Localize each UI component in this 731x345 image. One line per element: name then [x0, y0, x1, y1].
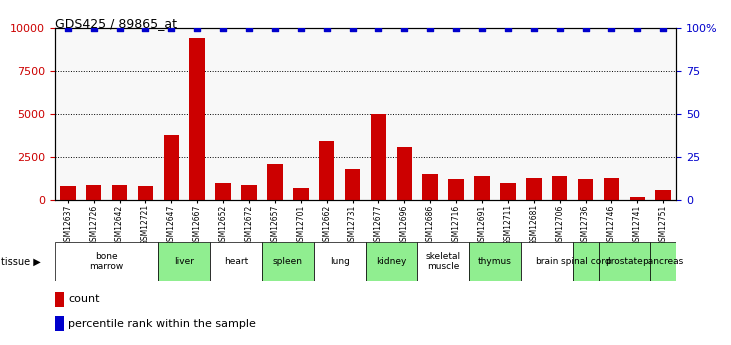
Text: prostate: prostate	[605, 257, 643, 266]
Bar	[314, 241, 366, 281]
Bar	[469, 241, 520, 281]
Bar	[604, 178, 619, 200]
Point	[88, 25, 99, 30]
Bar	[448, 179, 464, 200]
Bar	[267, 164, 283, 200]
Bar	[262, 241, 314, 281]
Text: skeletal
muscle: skeletal muscle	[425, 252, 461, 271]
Point	[657, 25, 669, 30]
Bar	[423, 174, 438, 200]
Bar	[345, 169, 360, 200]
Text: spinal cord: spinal cord	[561, 257, 610, 266]
Point	[140, 25, 151, 30]
Text: pancreas: pancreas	[643, 257, 684, 266]
Bar	[137, 186, 154, 200]
Bar	[211, 241, 262, 281]
Point	[450, 25, 462, 30]
Point	[632, 25, 643, 30]
Point	[346, 25, 358, 30]
Bar	[55, 241, 159, 281]
Text: spleen: spleen	[273, 257, 303, 266]
Point	[373, 25, 385, 30]
Bar	[112, 185, 127, 200]
Bar	[159, 241, 211, 281]
Point	[165, 25, 177, 30]
Point	[321, 25, 333, 30]
Text: bone
marrow: bone marrow	[89, 252, 124, 271]
Bar	[189, 38, 205, 200]
Point	[425, 25, 436, 30]
Bar	[599, 241, 651, 281]
Bar	[656, 190, 671, 200]
Text: percentile rank within the sample: percentile rank within the sample	[68, 319, 256, 328]
Text: brain: brain	[535, 257, 558, 266]
Bar	[164, 135, 179, 200]
Text: liver: liver	[174, 257, 194, 266]
Text: thymus: thymus	[478, 257, 512, 266]
Point	[243, 25, 255, 30]
Text: heart: heart	[224, 257, 249, 266]
Bar	[629, 197, 645, 200]
Bar	[319, 141, 334, 200]
Bar	[241, 185, 257, 200]
Text: lung: lung	[330, 257, 349, 266]
Bar	[366, 241, 417, 281]
Point	[398, 25, 410, 30]
Point	[605, 25, 617, 30]
Bar	[552, 176, 567, 200]
Text: GDS425 / 89865_at: GDS425 / 89865_at	[55, 17, 177, 30]
Point	[114, 25, 126, 30]
Point	[476, 25, 488, 30]
Point	[502, 25, 514, 30]
Point	[554, 25, 566, 30]
Bar	[474, 176, 490, 200]
Bar	[293, 188, 308, 200]
Point	[528, 25, 539, 30]
Bar	[577, 179, 594, 200]
Bar	[651, 241, 676, 281]
Bar	[86, 185, 102, 200]
Text: tissue ▶: tissue ▶	[1, 256, 40, 266]
Point	[295, 25, 306, 30]
Bar	[216, 183, 231, 200]
Text: kidney: kidney	[376, 257, 406, 266]
Bar	[60, 186, 75, 200]
Bar	[396, 147, 412, 200]
Bar	[500, 183, 515, 200]
Point	[580, 25, 591, 30]
Point	[62, 25, 74, 30]
Point	[192, 25, 203, 30]
Bar	[572, 241, 599, 281]
Point	[217, 25, 229, 30]
Bar	[371, 114, 386, 200]
Text: count: count	[68, 295, 99, 304]
Bar	[521, 241, 572, 281]
Bar	[526, 178, 542, 200]
Point	[269, 25, 281, 30]
Bar	[417, 241, 469, 281]
